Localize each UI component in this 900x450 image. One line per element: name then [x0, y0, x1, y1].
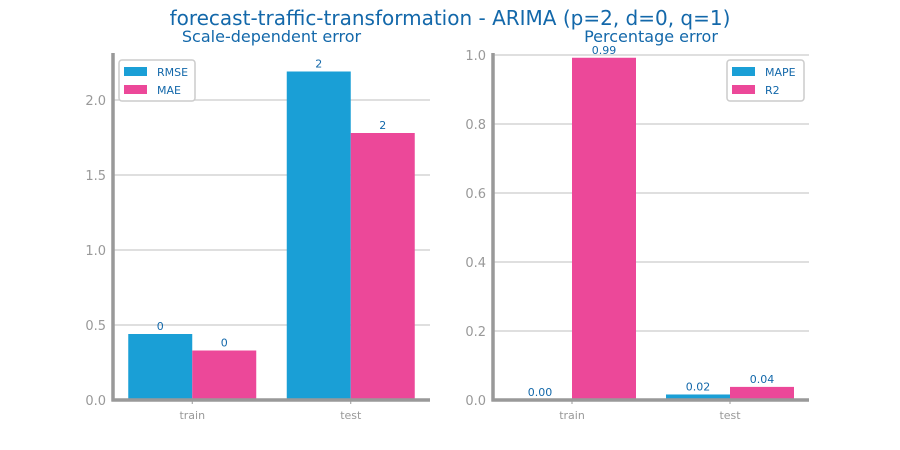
legend-label-rmse: RMSE — [157, 66, 188, 79]
data-label: 0.99 — [592, 44, 617, 57]
bar-mae-train — [192, 350, 257, 400]
subplot-title: Scale-dependent error — [182, 27, 362, 46]
y-tick-label: 0.6 — [465, 187, 486, 202]
data-label: 2 — [315, 58, 322, 71]
figure-title: forecast-traffic-transformation - ARIMA … — [170, 6, 731, 30]
y-tick-label: 0.0 — [85, 394, 106, 409]
legend-label-mape: MAPE — [765, 66, 796, 79]
y-tick-label: 1.0 — [465, 49, 486, 64]
bar-r2-test — [730, 386, 794, 400]
panel-2: 0.0 0.2 0.4 0.6 0.8 1.0 Percentage error 0.00 0.… — [465, 27, 809, 422]
legend-swatch-rmse — [124, 67, 147, 76]
bar-mape-test — [666, 394, 730, 400]
bar-rmse-train — [128, 334, 193, 400]
x-tick-label: train — [559, 409, 585, 422]
legend-swatch-mape — [732, 67, 755, 76]
x-tick-label: test — [340, 409, 362, 422]
y-tick-label: 0.5 — [85, 319, 106, 334]
y-tick-label: 0.2 — [465, 325, 486, 340]
data-label: 0.04 — [750, 373, 775, 386]
subplot-title: Percentage error — [584, 27, 718, 46]
panel-1: 0.0 0.5 1.0 1.5 2.0 Scale-dependent error 0 0 tr… — [85, 27, 430, 422]
bar-rmse-test — [286, 71, 351, 400]
data-label: 0 — [221, 337, 228, 350]
y-tick-label: 1.0 — [85, 244, 106, 259]
x-tick-label: train — [179, 409, 205, 422]
y-tick-label: 1.5 — [85, 169, 106, 184]
bar-mae-test — [350, 133, 415, 400]
bar-r2-train — [572, 57, 636, 400]
data-label: 0.02 — [686, 380, 711, 393]
data-label: 0 — [157, 320, 164, 333]
y-tick-label: 0.0 — [465, 394, 486, 409]
legend: MAPE R2 — [726, 59, 805, 102]
x-tick-label: test — [719, 409, 741, 422]
y-tick-label: 2.0 — [85, 94, 106, 109]
data-label: 0.00 — [528, 386, 553, 399]
y-tick-label: 0.4 — [465, 256, 486, 271]
legend-swatch-mae — [124, 85, 147, 94]
data-label: 2 — [379, 119, 386, 132]
panels: 0.0 0.5 1.0 1.5 2.0 Scale-dependent error 0 0 tr… — [85, 27, 809, 422]
y-tick-label: 0.8 — [465, 118, 486, 133]
legend-label-mae: MAE — [157, 84, 181, 97]
legend-label-r2: R2 — [765, 84, 780, 97]
legend-swatch-r2 — [732, 85, 755, 94]
legend: RMSE MAE — [118, 59, 196, 102]
